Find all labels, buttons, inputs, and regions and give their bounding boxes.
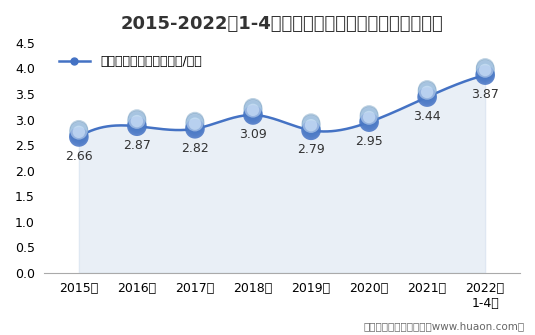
Point [365, 113, 373, 118]
Point [249, 106, 257, 111]
Point [307, 123, 315, 128]
Point [133, 116, 141, 121]
Text: 3.44: 3.44 [414, 110, 441, 123]
Point [133, 124, 141, 129]
Point [365, 117, 373, 122]
Point [249, 111, 257, 116]
Point [133, 122, 141, 128]
Point [133, 120, 141, 125]
Point [307, 122, 315, 127]
Point [481, 67, 490, 73]
Point [365, 113, 373, 119]
Text: 3.09: 3.09 [239, 128, 267, 141]
Point [190, 120, 199, 125]
Point [249, 107, 257, 113]
Point [190, 126, 199, 131]
Point [423, 89, 431, 95]
Point [133, 117, 141, 123]
Point [423, 90, 431, 96]
Point [249, 107, 257, 113]
Point [249, 110, 257, 115]
Point [365, 116, 373, 121]
Point [481, 72, 490, 78]
Point [365, 114, 373, 120]
Point [423, 89, 431, 95]
Point [307, 128, 315, 133]
Text: 2.87: 2.87 [123, 139, 151, 152]
Point [307, 121, 315, 127]
Point [481, 66, 490, 71]
Text: 2.82: 2.82 [181, 142, 209, 154]
Point [190, 120, 199, 125]
Point [74, 128, 83, 133]
Legend: 豆粕期货成交均价（万元/手）: 豆粕期货成交均价（万元/手） [55, 52, 205, 72]
Point [74, 132, 83, 137]
Point [307, 124, 315, 129]
Point [133, 118, 141, 124]
Text: 制图：华经产业研究院（www.huaon.com）: 制图：华经产业研究院（www.huaon.com） [363, 322, 524, 332]
Point [365, 118, 373, 124]
Text: 2.79: 2.79 [297, 143, 325, 156]
Point [481, 66, 490, 72]
Point [423, 88, 431, 93]
Point [423, 92, 431, 97]
Point [365, 112, 373, 117]
Point [133, 118, 141, 124]
Point [481, 65, 490, 70]
Text: 2.95: 2.95 [355, 135, 383, 148]
Text: 3.87: 3.87 [471, 88, 499, 101]
Point [481, 67, 490, 73]
Point [307, 120, 315, 125]
Point [74, 127, 83, 132]
Point [423, 93, 431, 98]
Point [190, 125, 199, 130]
Point [249, 112, 257, 118]
Point [249, 109, 257, 114]
Point [133, 121, 141, 126]
Point [423, 88, 431, 93]
Point [74, 130, 83, 136]
Title: 2015-2022年1-4月大连商品交易所豆粕期货成交均价: 2015-2022年1-4月大连商品交易所豆粕期货成交均价 [120, 15, 444, 33]
Point [190, 121, 199, 126]
Point [74, 134, 83, 140]
Point [190, 124, 199, 129]
Point [74, 129, 83, 135]
Point [133, 117, 141, 123]
Point [481, 69, 490, 74]
Point [481, 70, 490, 75]
Point [307, 125, 315, 130]
Point [74, 129, 83, 135]
Point [307, 123, 315, 128]
Point [190, 121, 199, 126]
Point [365, 114, 373, 120]
Point [481, 71, 490, 76]
Point [74, 133, 83, 138]
Point [307, 126, 315, 132]
Point [423, 94, 431, 100]
Point [365, 120, 373, 125]
Point [423, 87, 431, 92]
Point [190, 122, 199, 128]
Point [74, 128, 83, 133]
Text: 2.66: 2.66 [65, 150, 93, 163]
Point [249, 106, 257, 112]
Point [249, 105, 257, 110]
Point [190, 118, 199, 124]
